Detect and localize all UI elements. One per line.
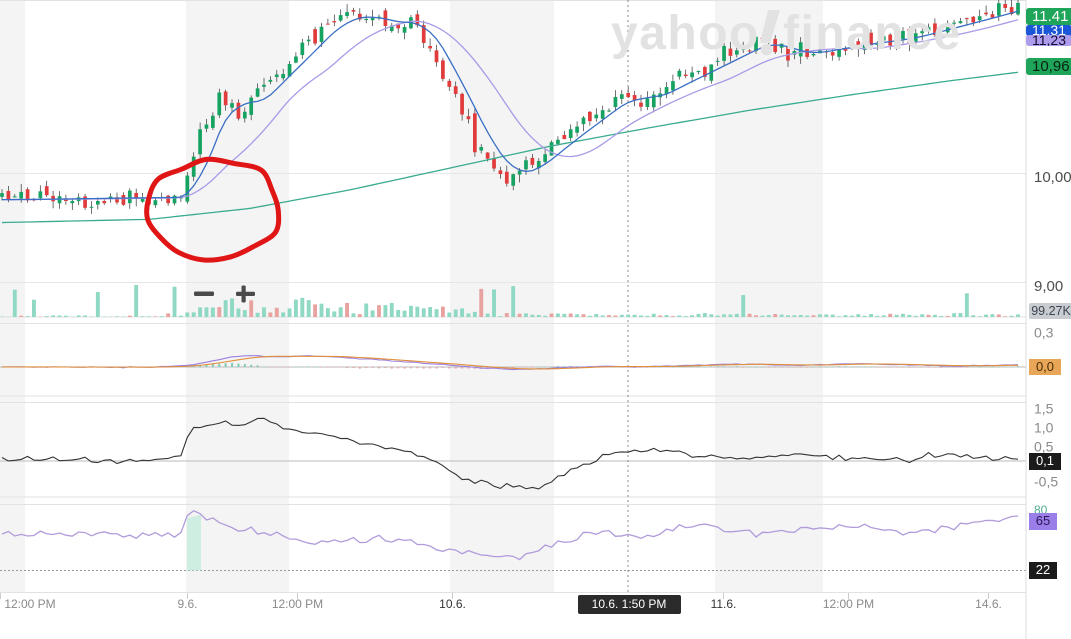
svg-text:9.6.: 9.6. <box>177 597 197 611</box>
svg-text:0,3: 0,3 <box>1034 325 1054 341</box>
svg-text:10.6. 1:50 PM: 10.6. 1:50 PM <box>592 597 667 611</box>
svg-text:65: 65 <box>1036 513 1050 528</box>
svg-text:-0,5: -0,5 <box>1034 474 1058 490</box>
svg-text:1,5: 1,5 <box>1034 401 1054 417</box>
svg-text:9,00: 9,00 <box>1034 278 1063 295</box>
svg-text:12:00 PM: 12:00 PM <box>823 597 874 611</box>
svg-text:finance: finance <box>783 7 962 60</box>
svg-text:10.6.: 10.6. <box>439 597 466 611</box>
svg-text:12:00 PM: 12:00 PM <box>4 597 55 611</box>
svg-text:11.6.: 11.6. <box>711 597 737 611</box>
svg-text:22: 22 <box>1036 562 1050 577</box>
svg-text:0,0: 0,0 <box>1036 359 1054 374</box>
svg-text:1,0: 1,0 <box>1034 420 1054 436</box>
svg-text:14.6.: 14.6. <box>975 597 1002 611</box>
svg-text:99.27K: 99.27K <box>1031 304 1071 318</box>
svg-text:10,00: 10,00 <box>1034 169 1071 186</box>
svg-text:0,1: 0,1 <box>1036 453 1054 468</box>
svg-text:12:00 PM: 12:00 PM <box>272 597 323 611</box>
svg-text:yahoo: yahoo <box>611 7 760 60</box>
